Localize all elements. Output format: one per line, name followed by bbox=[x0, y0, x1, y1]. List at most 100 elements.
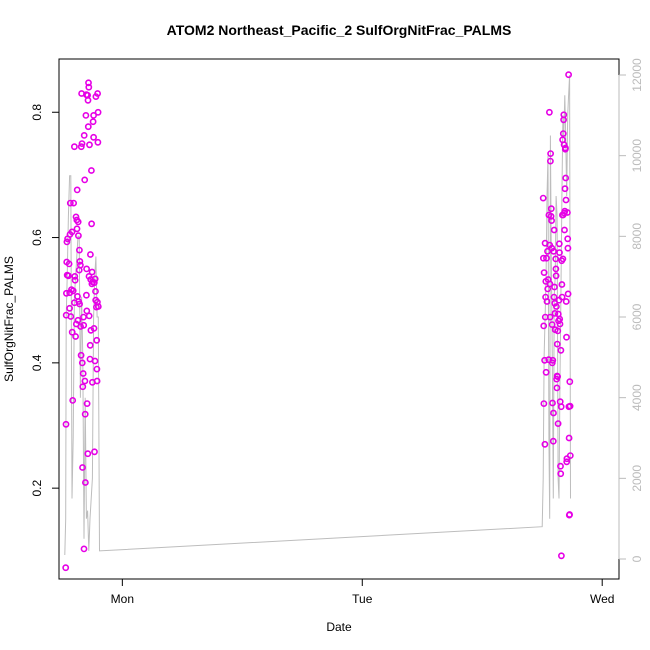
data-point bbox=[71, 272, 79, 280]
data-point bbox=[559, 255, 567, 263]
data-point bbox=[78, 359, 86, 367]
data-point bbox=[561, 226, 568, 234]
y-tick-label: 0.2 bbox=[30, 479, 44, 496]
data-point bbox=[76, 257, 84, 265]
data-point bbox=[85, 312, 93, 320]
data-point bbox=[91, 275, 99, 283]
data-point bbox=[548, 217, 555, 224]
data-point bbox=[87, 251, 94, 258]
y-axis-label: SulfOrgNitFrac_PALMS bbox=[2, 256, 16, 382]
data-point bbox=[74, 316, 82, 324]
data-point bbox=[547, 157, 554, 165]
data-point bbox=[555, 240, 563, 248]
x-axis-label: Date bbox=[326, 620, 352, 634]
data-point bbox=[84, 123, 92, 131]
data-point bbox=[562, 196, 570, 204]
data-point bbox=[544, 247, 551, 255]
x-tick-label: Mon bbox=[111, 592, 134, 606]
data-point bbox=[553, 384, 561, 392]
data-point bbox=[71, 276, 79, 284]
data-point bbox=[84, 96, 92, 104]
data-point bbox=[80, 545, 88, 553]
data-point bbox=[94, 138, 102, 146]
data-point bbox=[562, 174, 570, 182]
x-tick-label: Wed bbox=[590, 592, 614, 606]
data-point bbox=[552, 255, 560, 263]
data-point bbox=[77, 323, 84, 330]
data-point bbox=[66, 304, 73, 312]
data-point bbox=[69, 396, 77, 404]
data-point bbox=[547, 150, 554, 157]
data-point bbox=[71, 143, 78, 151]
data-point bbox=[68, 328, 76, 336]
data-point bbox=[546, 108, 553, 116]
data-point bbox=[540, 254, 547, 262]
data-point bbox=[557, 346, 565, 354]
data-point bbox=[554, 420, 562, 427]
right-y-tick-label: 0 bbox=[630, 555, 644, 562]
data-point bbox=[78, 140, 86, 147]
data-point bbox=[89, 118, 97, 126]
data-point bbox=[557, 462, 564, 470]
data-point bbox=[70, 199, 77, 207]
data-point bbox=[73, 186, 81, 194]
data-point bbox=[81, 410, 89, 418]
data-point bbox=[62, 564, 70, 572]
data-point bbox=[84, 450, 92, 458]
data-point bbox=[554, 373, 561, 380]
data-point bbox=[69, 287, 77, 295]
data-point bbox=[63, 289, 70, 297]
data-point bbox=[553, 303, 560, 310]
data-point bbox=[90, 324, 98, 332]
data-point bbox=[543, 298, 551, 305]
data-point bbox=[83, 265, 90, 273]
chart-title: ATOM2 Northeast_Pacific_2 SulfOrgNitFrac… bbox=[167, 22, 512, 38]
data-point bbox=[88, 167, 95, 174]
data-point bbox=[562, 144, 569, 152]
data-point bbox=[551, 309, 559, 317]
data-point bbox=[559, 130, 567, 137]
data-point bbox=[546, 313, 554, 321]
right-y-tick-label: 2000 bbox=[630, 465, 644, 492]
data-point bbox=[558, 281, 566, 288]
data-point bbox=[550, 226, 558, 234]
data-point bbox=[80, 313, 87, 321]
altitude-series-line bbox=[64, 74, 571, 556]
data-point bbox=[561, 185, 569, 193]
data-point bbox=[547, 205, 555, 213]
right-y-tick-label: 12000 bbox=[630, 58, 644, 92]
data-point bbox=[74, 218, 82, 226]
data-point bbox=[556, 320, 564, 328]
data-point bbox=[76, 246, 83, 254]
data-point bbox=[548, 321, 556, 328]
data-point bbox=[566, 402, 574, 410]
data-point bbox=[549, 356, 557, 364]
right-y-tick-label: 6000 bbox=[630, 303, 644, 330]
data-point bbox=[564, 235, 572, 243]
data-point bbox=[541, 440, 549, 448]
data-point bbox=[566, 511, 573, 518]
data-point bbox=[82, 479, 89, 486]
data-point bbox=[63, 238, 71, 246]
data-point bbox=[549, 437, 557, 445]
right-y-axis: 0 2000 4000 6000 8000 10000 12000 bbox=[618, 58, 644, 562]
data-point bbox=[94, 90, 101, 97]
x-axis: Mon Tue Wed bbox=[111, 578, 614, 606]
data-point bbox=[543, 254, 550, 262]
x-tick-label: Tue bbox=[352, 592, 373, 606]
data-points-layer bbox=[62, 71, 574, 572]
data-point bbox=[83, 400, 91, 407]
data-point bbox=[566, 452, 574, 459]
data-point bbox=[90, 279, 98, 287]
y-tick-label: 0.6 bbox=[30, 229, 44, 246]
right-y-tick-label: 4000 bbox=[630, 384, 644, 411]
data-point bbox=[546, 280, 554, 288]
data-point bbox=[77, 143, 85, 151]
data-point bbox=[81, 377, 89, 385]
data-point bbox=[554, 327, 562, 335]
data-point bbox=[549, 399, 556, 407]
data-point bbox=[88, 268, 96, 276]
data-point bbox=[564, 290, 572, 298]
data-point bbox=[563, 333, 570, 341]
y-axis: 0.2 0.4 0.6 0.8 bbox=[30, 104, 60, 497]
